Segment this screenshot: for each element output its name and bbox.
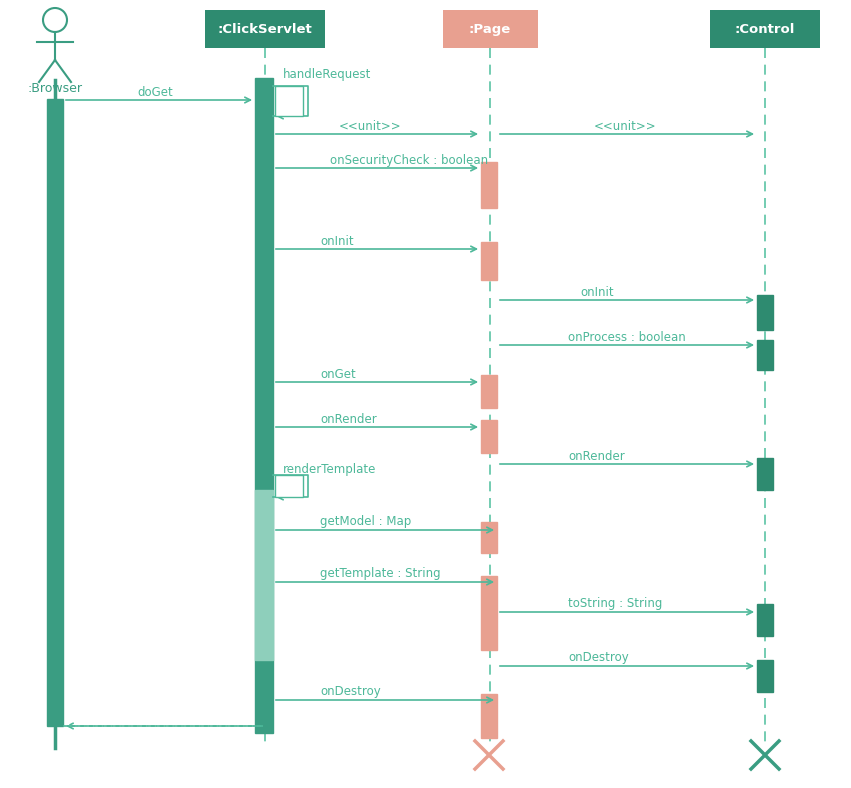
Bar <box>757 660 773 692</box>
Text: toString : String: toString : String <box>568 597 662 611</box>
Text: getTemplate : String: getTemplate : String <box>320 567 441 581</box>
Bar <box>275 86 303 116</box>
Text: onSecurityCheck : boolean: onSecurityCheck : boolean <box>330 154 488 166</box>
Bar <box>757 458 773 490</box>
Text: :ClickServlet: :ClickServlet <box>218 23 312 35</box>
Text: onDestroy: onDestroy <box>320 686 380 698</box>
Text: :Browser: :Browser <box>27 82 83 95</box>
Text: onInit: onInit <box>580 285 614 299</box>
Bar <box>47 99 63 726</box>
Bar <box>481 522 497 553</box>
Bar <box>205 10 325 48</box>
Bar <box>255 78 273 733</box>
Text: doGet: doGet <box>137 86 173 98</box>
Text: onGet: onGet <box>320 367 356 381</box>
Bar <box>481 694 497 738</box>
Bar <box>757 604 773 636</box>
Bar <box>481 375 497 408</box>
Text: :Control: :Control <box>734 23 795 35</box>
Bar <box>481 576 497 650</box>
Text: <<unit>>: <<unit>> <box>339 120 402 132</box>
Bar <box>443 10 538 48</box>
Bar <box>481 242 497 280</box>
Text: handleRequest: handleRequest <box>283 68 371 80</box>
Text: <<unit>>: <<unit>> <box>594 120 656 132</box>
Bar <box>481 162 497 208</box>
Bar <box>275 475 303 497</box>
Bar <box>710 10 820 48</box>
Bar <box>757 340 773 370</box>
Text: renderTemplate: renderTemplate <box>283 463 376 475</box>
Text: getModel : Map: getModel : Map <box>320 515 411 529</box>
Text: onRender: onRender <box>568 449 625 463</box>
Text: onRender: onRender <box>320 412 377 426</box>
Bar <box>757 295 773 330</box>
Text: onInit: onInit <box>320 235 354 247</box>
Bar <box>481 420 497 453</box>
Text: onProcess : boolean: onProcess : boolean <box>568 330 686 344</box>
Text: :Page: :Page <box>469 23 511 35</box>
Text: onDestroy: onDestroy <box>568 652 629 664</box>
Bar <box>255 490 273 660</box>
